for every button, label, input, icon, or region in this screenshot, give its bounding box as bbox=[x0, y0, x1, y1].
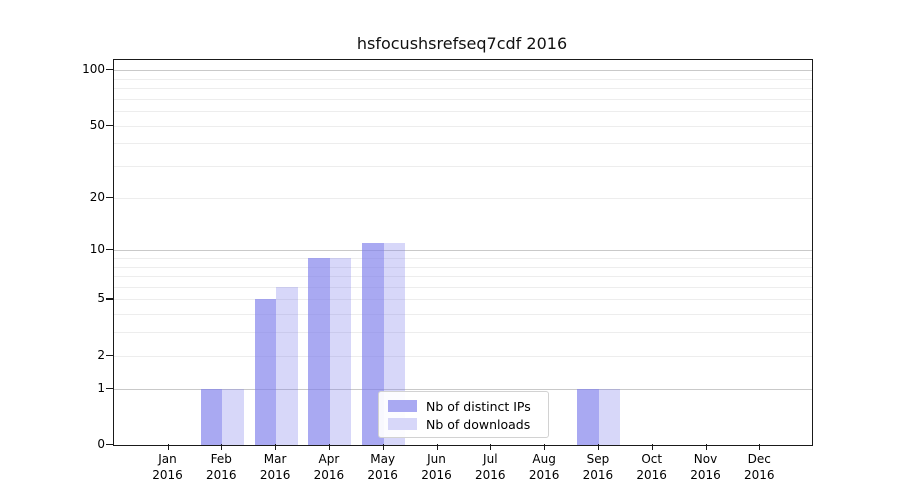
gridline-100 bbox=[114, 70, 812, 71]
x-tick-label-sep: Sep 2016 bbox=[582, 452, 614, 482]
plot-area bbox=[113, 59, 813, 446]
bar-apr-downloads bbox=[329, 257, 352, 445]
gridline-5 bbox=[114, 299, 812, 301]
y-tick-mark-5 bbox=[106, 298, 113, 300]
gridline-7 bbox=[114, 276, 812, 277]
x-tick-label-aug: Aug 2016 bbox=[528, 452, 560, 482]
y-tick-label-2: 2 bbox=[97, 347, 105, 362]
bar-sep-distinct-ips bbox=[577, 388, 599, 445]
y-tick-mark-50 bbox=[106, 124, 113, 126]
y-tick-mark-100 bbox=[106, 69, 113, 71]
y-tick-label-10: 10 bbox=[89, 242, 105, 257]
x-tick-mark-apr bbox=[328, 444, 331, 450]
bar-mar-distinct-ips bbox=[254, 299, 277, 445]
y-tick-label-1: 1 bbox=[97, 380, 105, 395]
bar-sep-downloads bbox=[598, 388, 621, 445]
x-tick-label-feb: Feb 2016 bbox=[206, 452, 237, 482]
legend-swatch-downloads bbox=[388, 418, 417, 430]
x-tick-label-mar: Mar 2016 bbox=[259, 452, 291, 482]
x-tick-mark-jun bbox=[436, 444, 438, 450]
legend-label-distinct-ips: Nb of distinct IPs bbox=[426, 398, 531, 414]
x-tick-mark-dec bbox=[759, 444, 761, 450]
gridline-30 bbox=[114, 166, 812, 167]
x-tick-label-oct: Oct 2016 bbox=[636, 452, 667, 482]
x-tick-label-may: May 2016 bbox=[367, 452, 398, 482]
gridline-10 bbox=[114, 250, 812, 252]
gridline-80 bbox=[114, 87, 812, 89]
y-tick-mark-0 bbox=[106, 444, 113, 446]
x-tick-mark-sep bbox=[597, 444, 600, 450]
x-tick-label-jun: Jun 2016 bbox=[421, 452, 452, 482]
gridline-9 bbox=[114, 257, 812, 259]
gridline-1 bbox=[114, 388, 812, 390]
y-tick-mark-10 bbox=[106, 249, 113, 251]
x-tick-mark-feb bbox=[221, 444, 223, 450]
x-tick-mark-may bbox=[382, 444, 384, 450]
y-tick-label-20: 20 bbox=[89, 189, 105, 204]
x-tick-label-apr: Apr 2016 bbox=[313, 452, 345, 482]
gridline-90 bbox=[114, 78, 812, 80]
bar-feb-downloads bbox=[222, 388, 244, 445]
bar-feb-distinct-ips bbox=[200, 388, 223, 445]
x-tick-mark-aug bbox=[544, 444, 546, 450]
gridline-4 bbox=[114, 314, 812, 316]
legend-swatch-distinct-ips bbox=[388, 400, 417, 412]
chart-title: hsfocushsrefseq7cdf 2016 bbox=[356, 34, 568, 53]
y-tick-mark-1 bbox=[106, 387, 113, 389]
legend-item-distinct-ips: Nb of distinct IPs bbox=[388, 397, 539, 415]
x-tick-mark-jul bbox=[490, 444, 492, 450]
x-tick-label-jan: Jan 2016 bbox=[152, 452, 183, 482]
x-tick-mark-mar bbox=[275, 444, 277, 450]
legend-label-downloads: Nb of downloads bbox=[426, 416, 531, 432]
x-tick-mark-nov bbox=[705, 444, 707, 450]
legend: Nb of distinct IPs Nb of downloads bbox=[378, 391, 549, 438]
y-tick-mark-2 bbox=[106, 354, 113, 356]
y-tick-label-50: 50 bbox=[89, 117, 105, 132]
gridline-6 bbox=[114, 286, 812, 288]
x-tick-label-dec: Dec 2016 bbox=[744, 452, 775, 482]
bar-mar-downloads bbox=[276, 286, 298, 445]
gridline-3 bbox=[114, 332, 812, 334]
gridline-8 bbox=[114, 266, 812, 268]
x-tick-mark-jan bbox=[167, 444, 169, 450]
gridline-60 bbox=[114, 111, 812, 112]
gridline-2 bbox=[114, 355, 812, 357]
x-tick-label-jul: Jul 2016 bbox=[475, 452, 506, 482]
y-tick-label-100: 100 bbox=[82, 62, 105, 76]
x-tick-label-nov: Nov 2016 bbox=[690, 452, 721, 482]
legend-item-downloads: Nb of downloads bbox=[388, 415, 539, 433]
bar-apr-distinct-ips bbox=[308, 257, 330, 445]
y-tick-mark-20 bbox=[106, 196, 113, 198]
gridline-40 bbox=[114, 143, 812, 145]
y-tick-label-5: 5 bbox=[97, 291, 105, 306]
y-tick-label-0: 0 bbox=[97, 437, 105, 451]
gridline-50 bbox=[114, 125, 812, 127]
gridline-20 bbox=[114, 197, 812, 199]
gridline-70 bbox=[114, 98, 812, 100]
x-tick-mark-oct bbox=[651, 444, 653, 450]
